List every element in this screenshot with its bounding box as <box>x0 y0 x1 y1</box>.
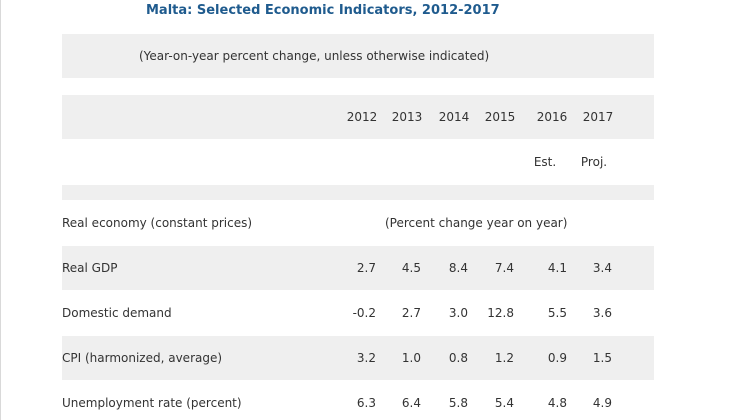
year-note-projection: Proj. <box>580 155 608 169</box>
table-cell: 5.5 <box>547 306 567 320</box>
table-cell: 5.8 <box>448 396 468 410</box>
table-subtitle: (Year-on-year percent change, unless oth… <box>139 49 490 63</box>
section-label: Real economy (constant prices) <box>62 216 253 230</box>
row-band-cpi <box>62 336 654 380</box>
year-header: 2015 <box>484 110 516 124</box>
table-cell: 0.8 <box>448 351 468 365</box>
year-note-estimate: Est. <box>533 155 557 169</box>
year-header: 2017 <box>582 110 614 124</box>
year-header: 2013 <box>391 110 423 124</box>
table-cell: 2.7 <box>401 306 421 320</box>
subtitle-band <box>62 34 654 78</box>
row-band-real-gdp <box>62 246 654 290</box>
table-title: Malta: Selected Economic Indicators, 201… <box>146 3 500 18</box>
table-cell: 7.4 <box>494 261 514 275</box>
table-cell: 6.4 <box>401 396 421 410</box>
table-cell: 2.7 <box>356 261 376 275</box>
row-label: Domestic demand <box>62 306 172 320</box>
table-cell: 3.0 <box>448 306 468 320</box>
separator-band <box>62 185 654 200</box>
table-cell: 5.4 <box>494 396 514 410</box>
table-cell: 4.5 <box>401 261 421 275</box>
table-cell: 4.8 <box>547 396 567 410</box>
table-cell: 4.1 <box>547 261 567 275</box>
table-cell: 3.6 <box>592 306 612 320</box>
table-cell: 1.5 <box>592 351 612 365</box>
table-cell: 8.4 <box>448 261 468 275</box>
year-header: 2014 <box>438 110 470 124</box>
year-header: 2012 <box>346 110 378 124</box>
table-cell: 3.2 <box>356 351 376 365</box>
table-cell: 4.9 <box>592 396 612 410</box>
table-cell: 0.9 <box>547 351 567 365</box>
table-cell: -0.2 <box>352 306 376 320</box>
year-header: 2016 <box>536 110 568 124</box>
table-cell: 1.0 <box>401 351 421 365</box>
table-cell: 3.4 <box>592 261 612 275</box>
row-label: Real GDP <box>62 261 118 275</box>
table-cell: 12.8 <box>487 306 514 320</box>
section-note: (Percent change year on year) <box>385 216 568 230</box>
table-cell: 1.2 <box>494 351 514 365</box>
row-label: Unemployment rate (percent) <box>62 396 242 410</box>
table-cell: 6.3 <box>356 396 376 410</box>
row-label: CPI (harmonized, average) <box>62 351 223 365</box>
year-header-band <box>62 95 654 139</box>
page-left-border <box>0 0 1 420</box>
